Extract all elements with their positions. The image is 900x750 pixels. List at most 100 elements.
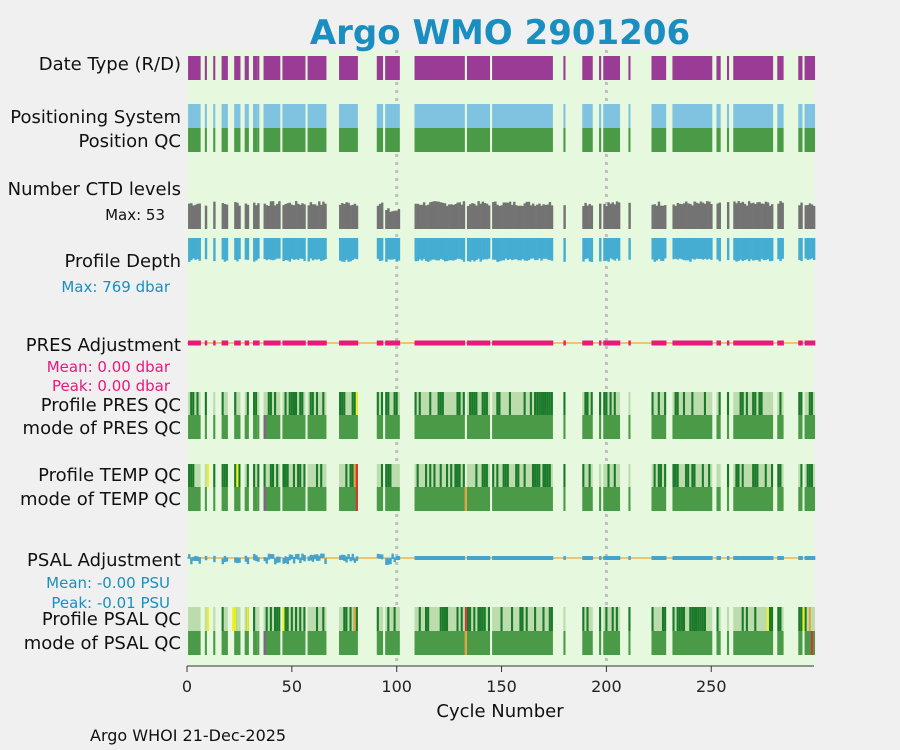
pres_adj-marker xyxy=(500,340,503,346)
position_qc-bar xyxy=(733,128,774,152)
temp_profile_qc-good-cycle xyxy=(607,464,610,487)
ctd_levels-bar xyxy=(758,202,761,229)
psal_profile_qc-good-cycle xyxy=(611,607,614,631)
ctd_levels-bar xyxy=(804,205,807,229)
pres_adj-marker xyxy=(234,340,237,346)
psal_adj-marker xyxy=(378,554,382,559)
pres_adj-marker xyxy=(473,340,476,346)
psal_adj-marker xyxy=(196,556,199,561)
pres_profile_qc-good-cycle xyxy=(485,392,488,415)
psal_profile_qc-good-cycle xyxy=(661,607,665,631)
ctd_levels-bar xyxy=(397,208,401,229)
temp_profile_qc-good-cycle xyxy=(225,464,228,487)
pres_adj-marker xyxy=(301,340,304,346)
profile_depth-bar xyxy=(435,238,438,261)
ctd_levels-bar xyxy=(676,203,680,229)
profile_depth-bar xyxy=(458,238,461,259)
pres_mode_qc-bar xyxy=(257,415,260,439)
profile_depth-bar xyxy=(735,238,738,262)
ctd_levels-bar xyxy=(435,201,438,229)
position_qc-bar xyxy=(599,128,602,152)
positioning-bar xyxy=(213,104,216,128)
pres_adj-marker xyxy=(439,340,443,346)
pres_profile_qc-good-cycle xyxy=(674,392,677,415)
ctd_levels-bar xyxy=(747,201,751,229)
psal_adj-marker xyxy=(393,557,396,563)
pres_adj-marker xyxy=(315,340,319,346)
temp_profile_qc-good-cycle xyxy=(506,464,509,487)
temp_profile_qc-good-cycle xyxy=(483,464,486,487)
temp_profile_qc-good-cycle xyxy=(433,464,436,487)
positioning-bar xyxy=(777,104,784,128)
temp_profile_qc-good-cycle xyxy=(542,464,545,487)
psal_adj-marker xyxy=(534,556,537,560)
psal_adj-marker xyxy=(416,556,420,560)
ctd_levels-bar xyxy=(351,204,355,229)
pres_profile_qc-good-cycle xyxy=(274,392,277,415)
ctd_levels-bar xyxy=(703,203,707,229)
temp_mode_qc-bar xyxy=(804,487,816,511)
position_qc-bar xyxy=(213,128,216,152)
pres_profile_qc-good-cycle xyxy=(800,392,803,415)
profile_depth-bar xyxy=(487,238,491,259)
pres_adj-marker xyxy=(378,340,382,346)
pres_profile_qc-good-cycle xyxy=(376,392,379,415)
vertical-markers xyxy=(395,50,608,666)
psal_adj-marker xyxy=(395,556,399,560)
date_type-bar xyxy=(204,56,207,80)
psal_adj-marker xyxy=(353,558,357,563)
pres_adj-marker xyxy=(540,340,543,346)
psal_adj-marker xyxy=(527,556,531,560)
profile_depth-bar xyxy=(454,238,457,260)
ctd_levels-bar xyxy=(508,201,512,229)
psal_profile_qc-good-cycle xyxy=(278,607,281,631)
psal_adj-marker xyxy=(483,556,487,560)
row-label-psal_adj: PSAL Adjustment xyxy=(27,550,181,571)
profile_depth-bar xyxy=(301,238,304,259)
pres_adj-marker xyxy=(469,340,472,346)
row-label-ctd_levels: Number CTD levels xyxy=(8,179,181,200)
ctd_levels-bar xyxy=(238,205,241,229)
psal_adj-marker xyxy=(351,553,355,561)
ctd_levels-bar xyxy=(454,204,457,229)
position_qc-bar xyxy=(376,128,384,152)
temp_profile_qc-good-cycle xyxy=(271,464,275,487)
psal_adj-marker xyxy=(498,556,501,560)
temp_profile_qc-good-cycle xyxy=(454,464,457,487)
pres_adj-marker xyxy=(523,340,526,346)
psal_profile_qc-marker-yellow xyxy=(232,607,235,631)
psal_adj-marker xyxy=(733,556,736,560)
pres_profile_qc-good-cycle xyxy=(548,392,551,415)
psal_adj-marker xyxy=(687,556,690,560)
ctd_levels-bar xyxy=(762,203,766,229)
profile_depth-bar xyxy=(584,238,587,260)
psal_mode_qc-bar xyxy=(257,631,260,655)
psal_adj-marker xyxy=(345,556,348,563)
ctd_levels-bar xyxy=(324,203,327,229)
ctd_levels-bar xyxy=(521,205,524,229)
ctd_levels-bar xyxy=(315,205,319,229)
ctd_levels-bar xyxy=(469,204,472,229)
profile_depth-bar xyxy=(739,238,742,260)
ctd_levels-bar xyxy=(664,205,667,229)
positioning-bar xyxy=(234,104,241,128)
ctd_levels-bar xyxy=(519,205,522,229)
profile_depth-bar xyxy=(540,238,543,261)
profile_depth-bar xyxy=(611,238,615,260)
psal_adj-marker xyxy=(617,556,621,560)
profile_depth-bar xyxy=(546,238,550,260)
pres_adj-marker xyxy=(190,340,193,346)
pres_adj-marker xyxy=(309,340,313,346)
ctd_levels-bar xyxy=(496,204,499,229)
pres_adj-marker xyxy=(804,340,807,346)
date_type-bar xyxy=(563,56,566,80)
position_qc-bar xyxy=(672,128,713,152)
psal_mode_qc-marker-orange xyxy=(464,631,467,655)
profile_depth-bar xyxy=(693,238,696,260)
pres_profile_qc-good-cycle xyxy=(473,392,476,415)
profile_depth-bar xyxy=(263,238,266,259)
ctd_levels-bar xyxy=(441,202,445,229)
psal_profile_qc-good-cycle xyxy=(651,607,654,631)
profile_depth-bar xyxy=(590,238,594,262)
